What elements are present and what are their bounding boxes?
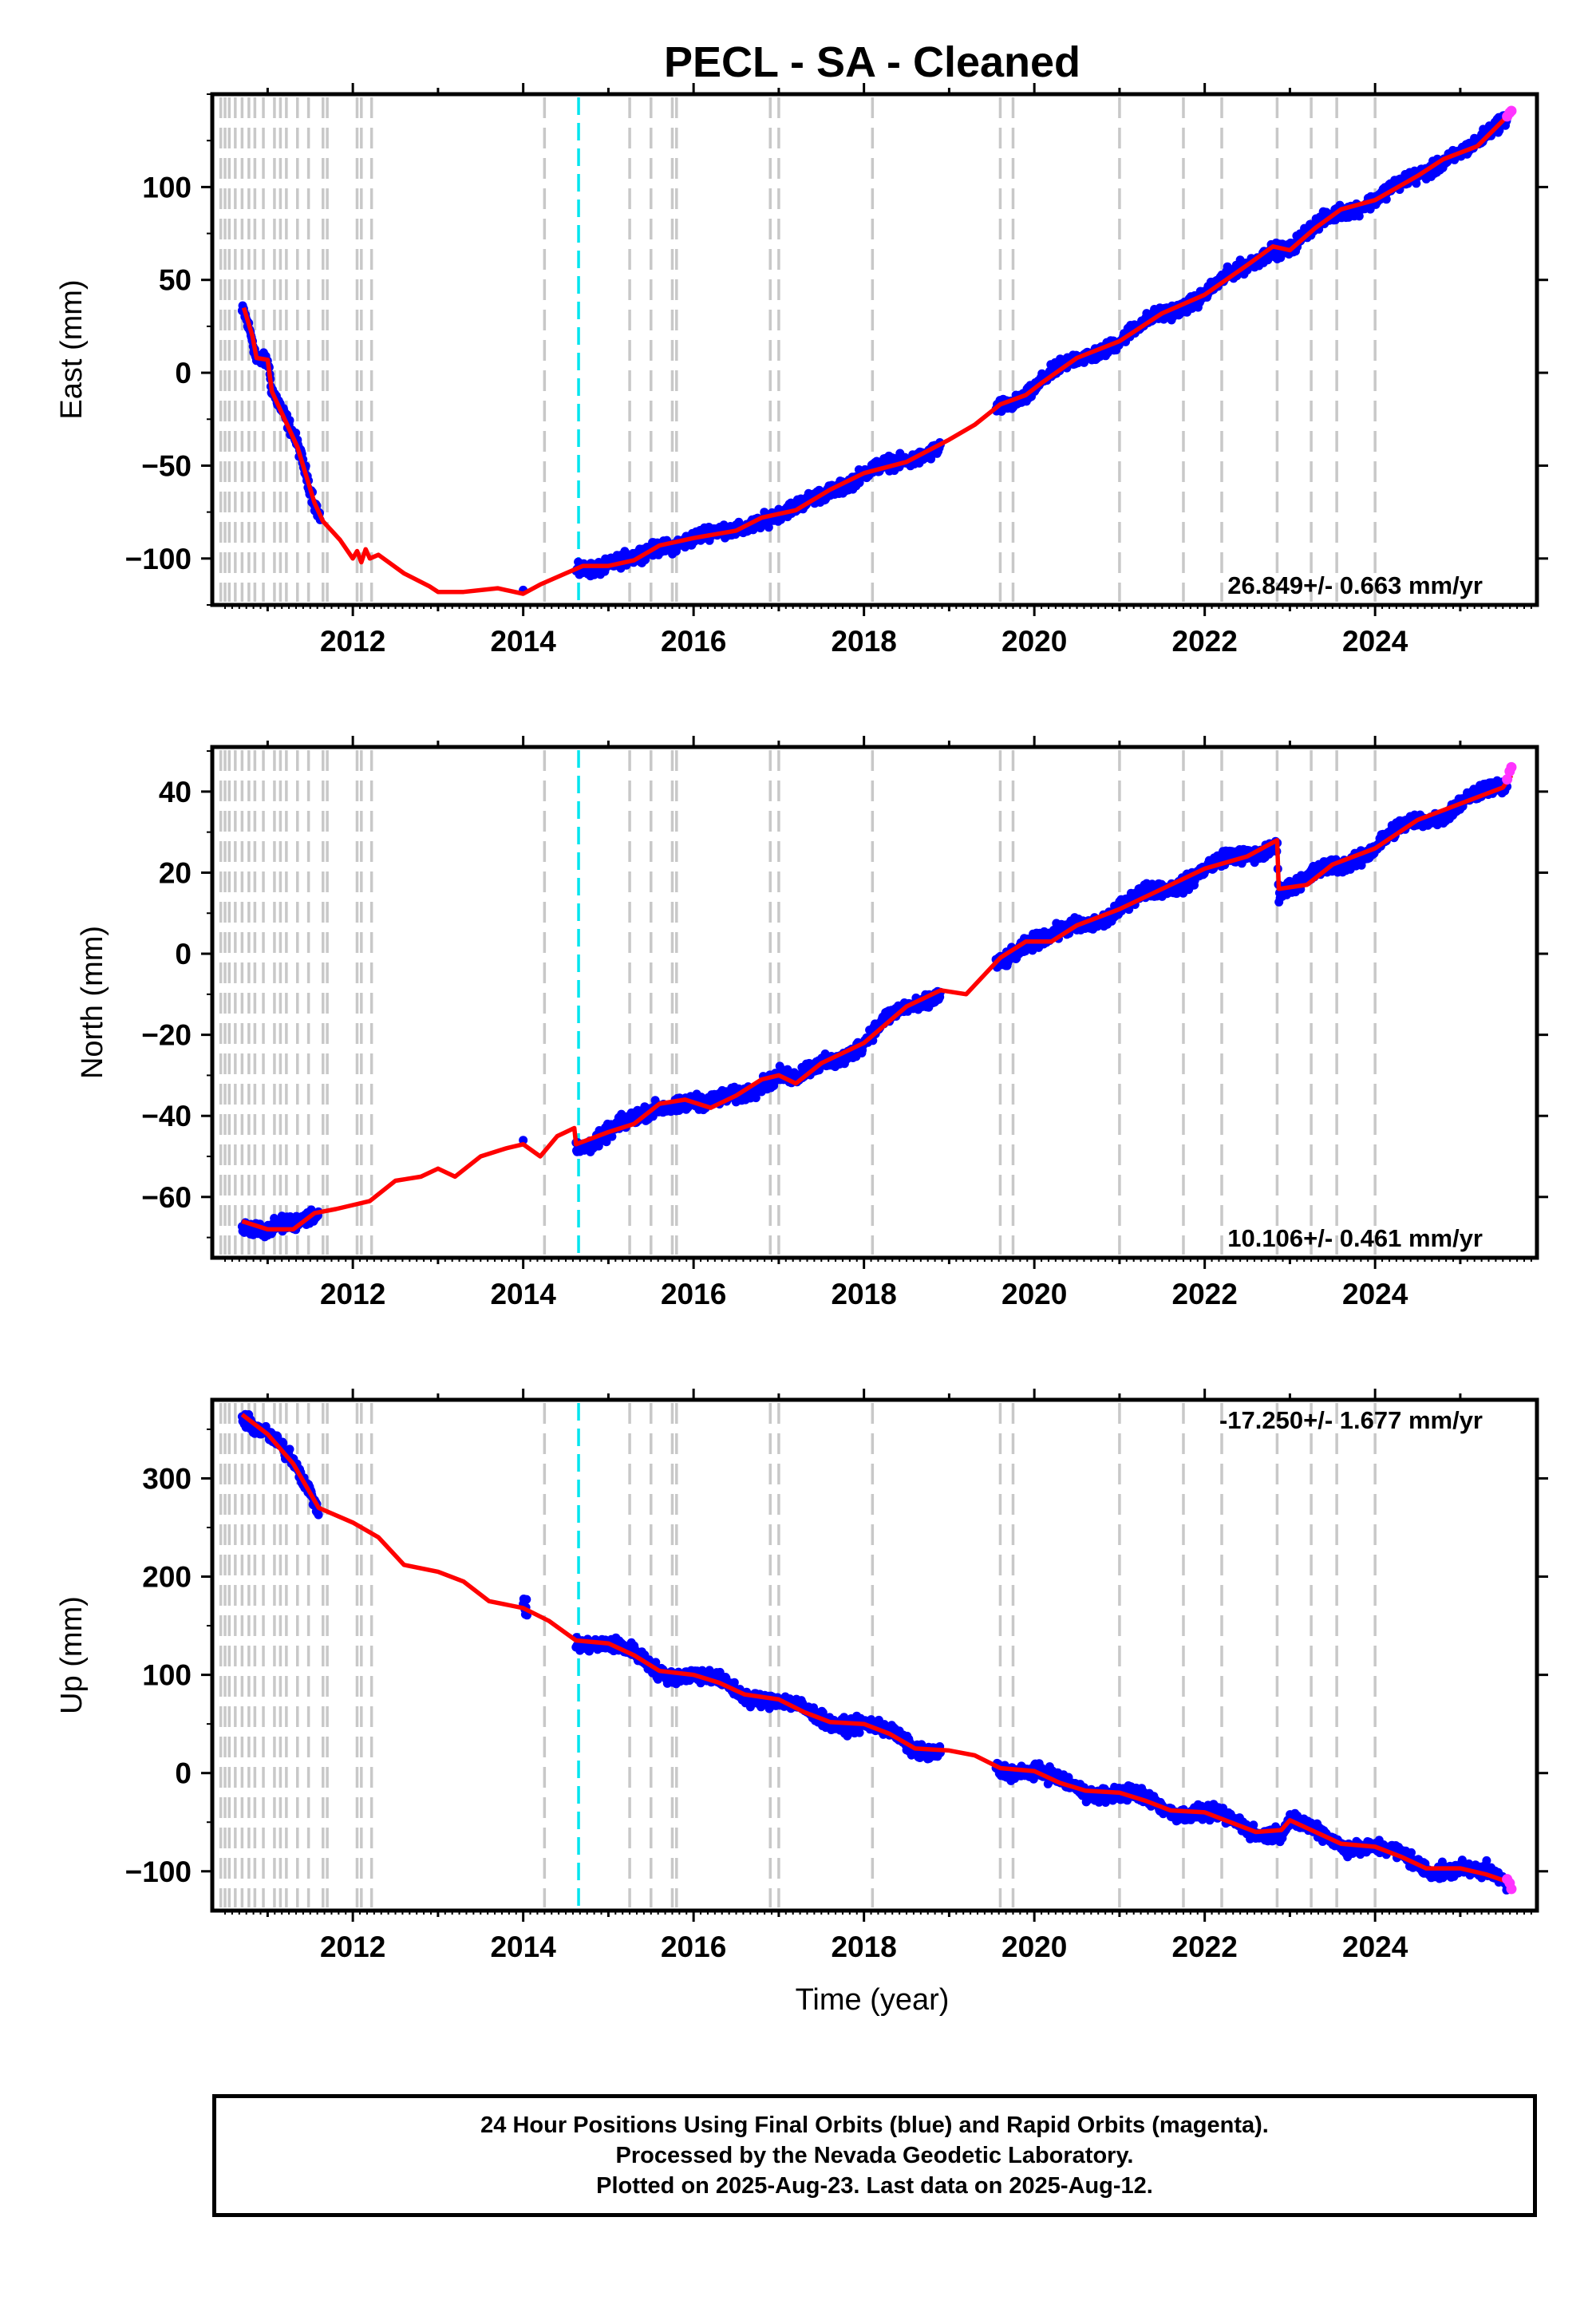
y-tick-label: −20: [141, 1019, 192, 1052]
rapid-orbit-point: [1506, 761, 1517, 773]
x-tick-label: 2012: [320, 625, 385, 658]
final-orbit-point: [285, 1445, 294, 1454]
y-tick-label: −60: [141, 1181, 192, 1214]
final-orbit-point: [607, 1132, 617, 1141]
x-tick-label: 2024: [1342, 1278, 1408, 1310]
final-orbit-point: [764, 523, 773, 532]
final-orbit-point: [1354, 211, 1364, 221]
y-tick-label: 40: [159, 776, 192, 808]
rapid-orbit-point: [1502, 774, 1513, 785]
y-tick-label: 0: [175, 938, 192, 970]
x-tick-label: 2014: [490, 625, 556, 658]
x-tick-label: 2012: [320, 1278, 385, 1310]
plot-area: [219, 97, 1517, 602]
final-orbit-point: [519, 1136, 528, 1145]
panel-3: 2012 2014 2016 2018 2020 2022 2024−10001002003…: [55, 1389, 1548, 1963]
model-fit-line: [241, 114, 1509, 596]
panel-2: 2012 2014 2016 2018 2020 2022 2024 −60 −40 −20 0 20…: [76, 736, 1548, 1310]
x-tick-label: 2022: [1172, 625, 1238, 658]
x-tick-label: 2016: [661, 625, 726, 658]
final-orbit-series: [237, 1409, 1512, 1895]
rapid-orbit-series: [1502, 761, 1517, 785]
y-tick-label: 50: [159, 264, 192, 297]
final-orbit-point: [1412, 179, 1421, 188]
final-orbit-point: [651, 1658, 661, 1667]
y-tick-label: −40: [141, 1100, 192, 1132]
rate-label: 10.106+/- 0.461 mm/yr: [1227, 1224, 1483, 1252]
rapid-orbit-point: [1506, 105, 1517, 117]
x-tick-label: 2020: [1001, 625, 1067, 658]
final-orbit-series: [237, 111, 1512, 595]
x-tick-label: 2016: [661, 1278, 726, 1310]
model-fit-line: [241, 774, 1514, 1232]
y-axis-label: North (mm): [76, 926, 109, 1079]
plot-frame: [210, 92, 1539, 607]
rate-label: 26.849+/- 0.663 mm/yr: [1227, 571, 1483, 599]
x-tick-label: 2024: [1342, 625, 1408, 658]
y-tick-label: −100: [125, 543, 192, 575]
y-axis-label: East (mm): [55, 279, 89, 419]
x-tick-label: 2022: [1172, 1278, 1238, 1310]
final-orbit-point: [522, 1595, 531, 1604]
panel-1: 2012 2014 2016 2018 2020 2022 2024 −100 −50 0 50 10…: [55, 83, 1548, 658]
final-orbit-point: [855, 1728, 864, 1737]
y-tick-label: −50: [141, 449, 192, 482]
x-tick-label: 2020: [1001, 1278, 1067, 1310]
x-tick-label: 2014: [490, 1278, 556, 1310]
plot-area: [219, 1403, 1517, 1907]
rapid-orbit-series: [1502, 105, 1517, 122]
chart-title: PECL - SA - Cleaned: [664, 38, 1080, 86]
final-orbit-point: [855, 478, 864, 488]
x-tick-label: 2018: [831, 1278, 896, 1310]
plot-frame: [210, 745, 1539, 1260]
y-tick-label: 100: [142, 171, 192, 204]
x-tick-label: 2018: [831, 625, 896, 658]
final-orbit-point: [314, 1510, 323, 1520]
y-tick-label: 20: [159, 856, 192, 889]
y-tick-label: 0: [175, 357, 192, 389]
plot-area: [219, 750, 1517, 1255]
panels-group: 2012 2014 2016 2018 2020 2022 2024 −100 −50 0 50 10…: [55, 83, 1548, 1963]
